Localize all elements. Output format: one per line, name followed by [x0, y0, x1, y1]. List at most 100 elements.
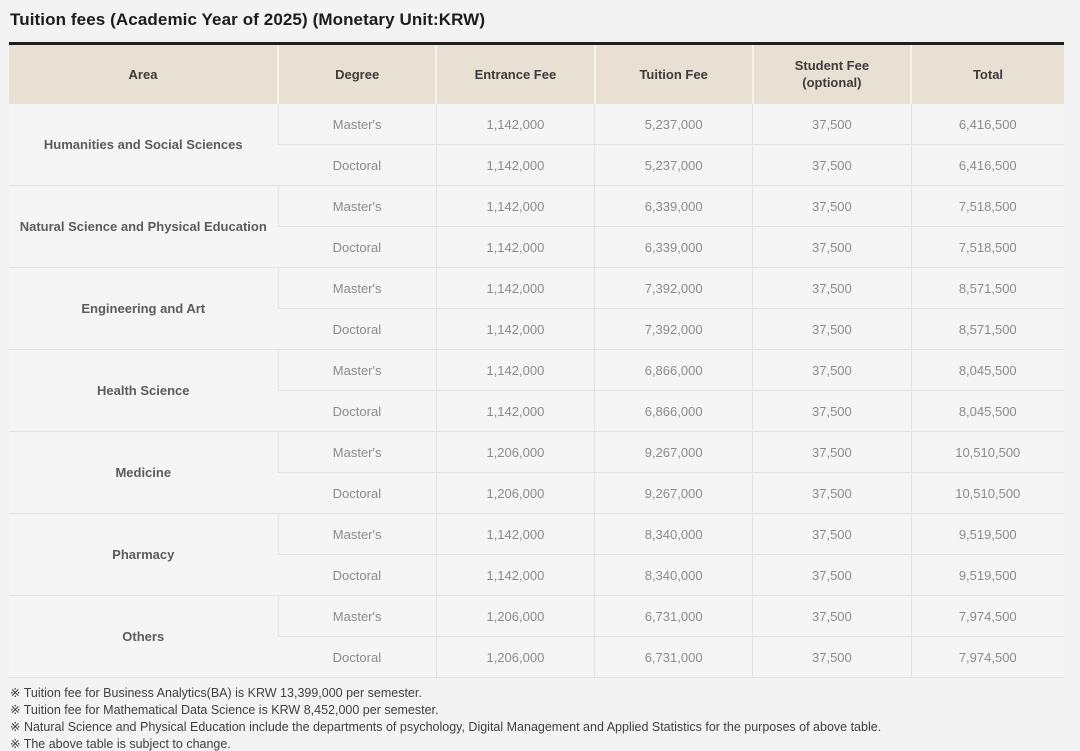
cell-area: Health Science — [9, 349, 279, 432]
cell-entrance-fee: 1,206,000 — [435, 431, 595, 473]
cell-area: Engineering and Art — [9, 267, 279, 350]
cell-degree: Doctoral — [278, 390, 437, 432]
table-row: Humanities and Social Sciences Master's 1,… — [9, 103, 1064, 186]
table-row: Doctoral 1,142,000 6,339,000 37,500 7,518,50… — [9, 226, 1064, 268]
cell-entrance-fee: 1,142,000 — [435, 144, 595, 186]
footnote: ※ Natural Science and Physical Education… — [10, 720, 882, 734]
cell-degree: Master's — [277, 513, 437, 555]
cell-student-fee: 37,500 — [752, 513, 912, 555]
cell-tuition-fee: 6,339,000 — [594, 185, 753, 227]
table-row: Medicine Master's 1,206,000 9,267,000 37,500… — [9, 431, 1064, 514]
table-row: Doctoral 1,142,000 7,392,000 37,500 8,571,50… — [9, 308, 1064, 350]
cell-student-fee: 37,500 — [752, 308, 912, 350]
cell-student-fee: 37,500 — [752, 472, 912, 514]
cell-entrance-fee: 1,142,000 — [435, 390, 595, 432]
cell-total: 8,045,500 — [910, 349, 1064, 391]
cell-area: Humanities and Social Sciences — [9, 103, 279, 186]
cell-student-fee: 37,500 — [752, 226, 912, 268]
cell-entrance-fee: 1,142,000 — [435, 103, 595, 145]
cell-degree: Doctoral — [278, 308, 437, 350]
footnote: ※ The above table is subject to change. — [10, 737, 231, 751]
table-row: Natural Science and Physical Education Ma… — [9, 185, 1064, 268]
column-header-label: Entrance Fee — [474, 66, 557, 82]
cell-total: 7,974,500 — [910, 636, 1064, 678]
cell-total: 6,416,500 — [910, 103, 1064, 145]
cell-tuition-fee: 9,267,000 — [594, 431, 753, 473]
footnotes: ※ Tuition fee for Business Analytics(BA)… — [9, 687, 1064, 751]
cell-total: 8,571,500 — [910, 267, 1064, 309]
cell-tuition-fee: 8,340,000 — [594, 513, 753, 555]
column-header-label: Tuition Fee — [639, 66, 708, 82]
cell-student-fee: 37,500 — [752, 267, 912, 309]
cell-total: 8,045,500 — [910, 390, 1064, 432]
cell-tuition-fee: 5,237,000 — [594, 103, 753, 145]
cell-area: Others — [9, 595, 279, 678]
table-row: Doctoral 1,206,000 6,731,000 37,500 7,974,50… — [9, 636, 1064, 678]
table-row: Doctoral 1,142,000 8,340,000 37,500 9,519,50… — [9, 554, 1064, 596]
cell-student-fee: 37,500 — [752, 554, 912, 596]
column-header-label: Total — [972, 66, 1004, 82]
column-header-area: Area — [9, 42, 279, 104]
table-body: Humanities and Social Sciences Master's 1,… — [9, 103, 1064, 678]
cell-entrance-fee: 1,206,000 — [435, 636, 595, 678]
column-header-entrance-fee: Entrance Fee — [435, 42, 595, 104]
cell-degree: Master's — [277, 185, 437, 227]
cell-student-fee: 37,500 — [752, 636, 912, 678]
column-header-degree: Degree — [277, 42, 437, 104]
cell-entrance-fee: 1,142,000 — [435, 185, 595, 227]
cell-tuition-fee: 6,866,000 — [594, 390, 753, 432]
column-header-label: Degree — [335, 66, 380, 82]
table-row: Pharmacy Master's 1,142,000 8,340,000 37,500… — [9, 513, 1064, 596]
cell-tuition-fee: 6,731,000 — [594, 636, 753, 678]
cell-entrance-fee: 1,206,000 — [435, 472, 595, 514]
column-header-total: Total — [910, 42, 1064, 104]
cell-total: 7,974,500 — [910, 595, 1064, 637]
table-row: Doctoral 1,142,000 6,866,000 37,500 8,045,50… — [9, 390, 1064, 432]
cell-entrance-fee: 1,142,000 — [435, 513, 595, 555]
page-title: Tuition fees (Academic Year of 2025) (Mo… — [10, 10, 486, 29]
table-row: Doctoral 1,142,000 5,237,000 37,500 6,416,50… — [9, 144, 1064, 186]
cell-area: Medicine — [9, 431, 279, 514]
cell-entrance-fee: 1,142,000 — [435, 226, 595, 268]
column-header-tuition-fee: Tuition Fee — [593, 42, 753, 104]
cell-total: 9,519,500 — [910, 554, 1064, 596]
cell-degree: Master's — [277, 103, 437, 145]
table-row: Health Science Master's 1,142,000 6,866,000… — [9, 349, 1064, 432]
cell-degree: Doctoral — [278, 226, 437, 268]
cell-student-fee: 37,500 — [752, 185, 912, 227]
cell-area: Pharmacy — [9, 513, 279, 596]
cell-total: 10,510,500 — [910, 472, 1064, 514]
table-header-row: Area Degree Entrance Fee Tuition Fee Stu… — [9, 42, 1064, 104]
cell-entrance-fee: 1,142,000 — [435, 554, 595, 596]
table-row: Doctoral 1,206,000 9,267,000 37,500 10,510,5… — [9, 472, 1064, 514]
column-header-label: Student Fee — [794, 58, 870, 73]
cell-total: 9,519,500 — [910, 513, 1064, 555]
cell-entrance-fee: 1,142,000 — [435, 267, 595, 309]
cell-tuition-fee: 5,237,000 — [594, 144, 753, 186]
cell-total: 6,416,500 — [910, 144, 1064, 186]
cell-tuition-fee: 6,866,000 — [594, 349, 753, 391]
cell-degree: Master's — [277, 595, 437, 637]
footnote: ※ Tuition fee for Mathematical Data Scie… — [10, 703, 439, 717]
column-header-label: Area — [128, 66, 158, 82]
cell-entrance-fee: 1,142,000 — [435, 308, 595, 350]
cell-total: 10,510,500 — [910, 431, 1064, 473]
cell-tuition-fee: 9,267,000 — [594, 472, 753, 514]
footnote: ※ Tuition fee for Business Analytics(BA)… — [10, 686, 422, 700]
cell-degree: Doctoral — [278, 144, 437, 186]
cell-student-fee: 37,500 — [752, 144, 912, 186]
cell-student-fee: 37,500 — [752, 103, 912, 145]
cell-total: 7,518,500 — [910, 226, 1064, 268]
cell-degree: Master's — [277, 349, 437, 391]
cell-degree: Master's — [277, 267, 437, 309]
cell-student-fee: 37,500 — [752, 349, 912, 391]
table-row: Others Master's 1,206,000 6,731,000 37,500 7,… — [9, 595, 1064, 678]
cell-degree: Master's — [277, 431, 437, 473]
cell-area: Natural Science and Physical Education — [9, 185, 279, 268]
cell-student-fee: 37,500 — [752, 595, 912, 637]
cell-student-fee: 37,500 — [752, 390, 912, 432]
cell-degree: Doctoral — [278, 636, 437, 678]
cell-entrance-fee: 1,142,000 — [435, 349, 595, 391]
column-header-student-fee: Student Fee (optional) — [751, 42, 912, 104]
